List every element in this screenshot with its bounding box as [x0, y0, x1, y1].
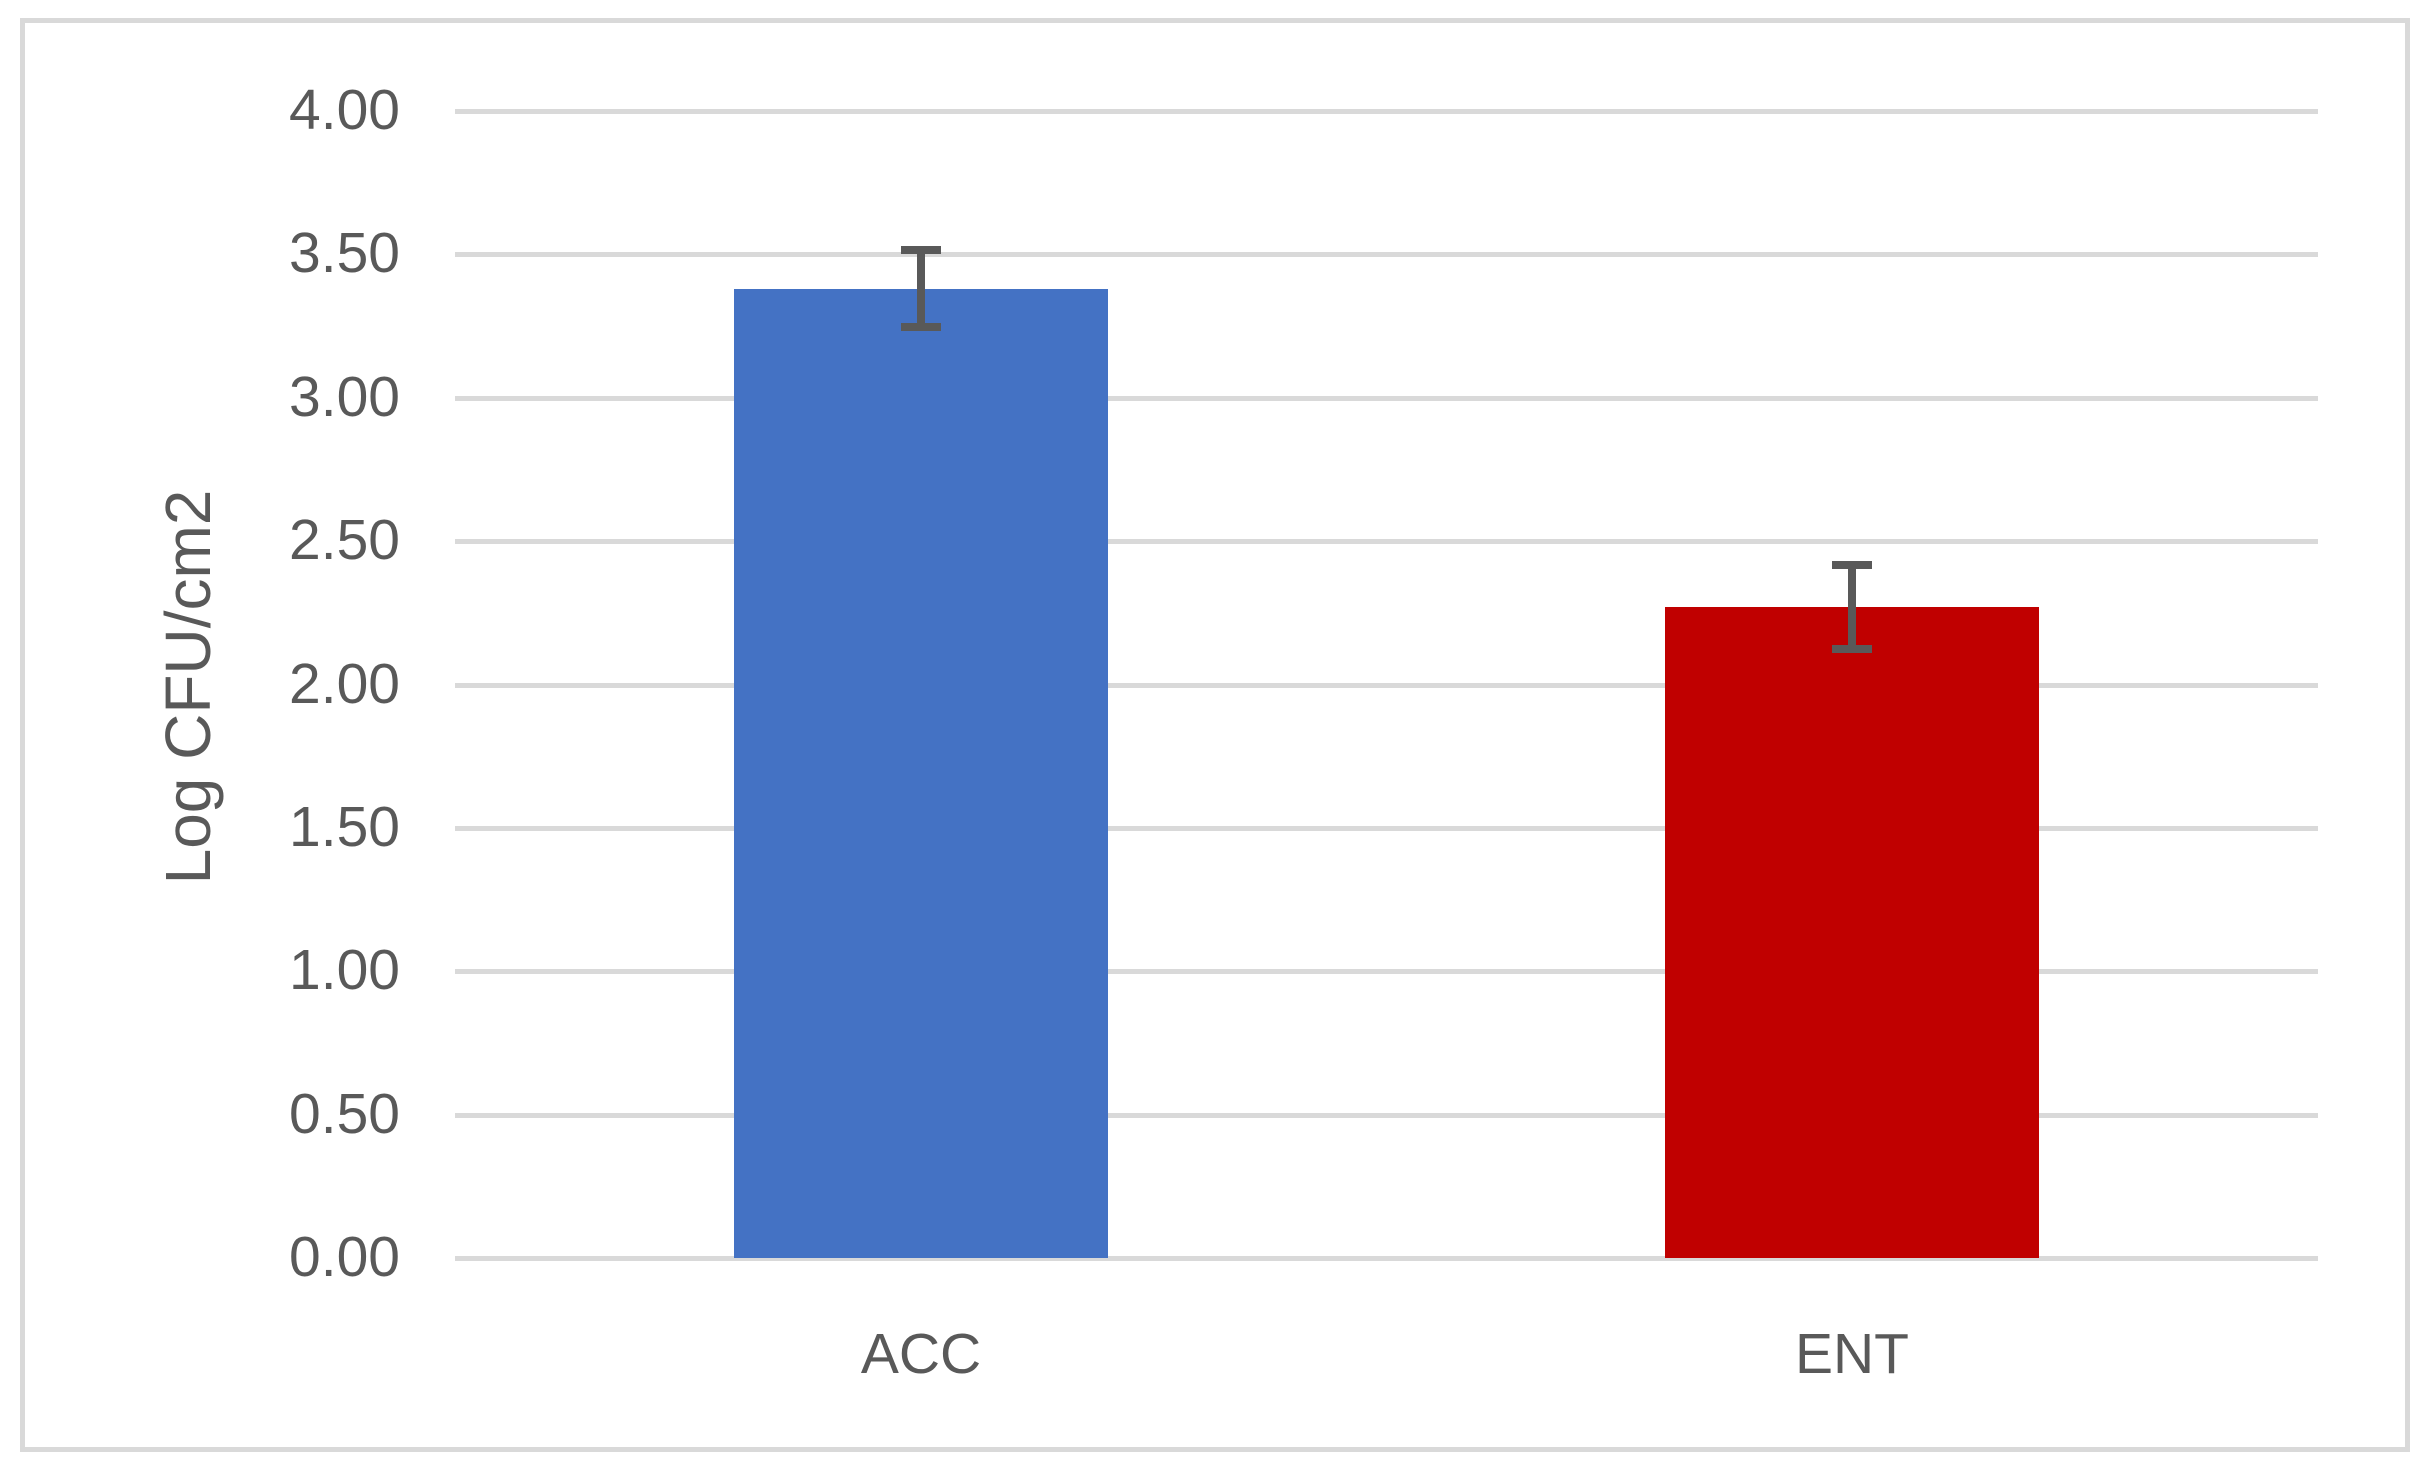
y-tick-label: 2.00	[289, 652, 400, 716]
gridline	[455, 539, 2318, 544]
bar-ent	[1665, 607, 2039, 1258]
error-bar-cap-bottom-acc	[901, 323, 941, 331]
x-axis-label-acc: ACC	[860, 1322, 982, 1386]
bar-acc	[734, 289, 1108, 1258]
y-tick-label: 0.00	[289, 1225, 400, 1289]
error-bar-cap-top-acc	[901, 246, 941, 254]
y-tick-label: 4.00	[289, 78, 400, 142]
error-bar-whisker-acc	[917, 250, 925, 327]
gridline	[455, 1256, 2318, 1261]
gridline	[455, 826, 2318, 831]
y-tick-label: 1.50	[289, 795, 400, 859]
gridline	[455, 1113, 2318, 1118]
y-tick-label: 1.00	[289, 938, 400, 1002]
x-axis-label-ent: ENT	[1795, 1322, 1909, 1386]
gridline	[455, 396, 2318, 401]
y-tick-label: 3.50	[289, 221, 400, 285]
gridline	[455, 683, 2318, 688]
gridline	[455, 969, 2318, 974]
error-bar-cap-bottom-ent	[1832, 645, 1872, 653]
error-bar-whisker-ent	[1848, 565, 1856, 649]
gridline	[455, 109, 2318, 114]
y-tick-label: 0.50	[289, 1082, 400, 1146]
gridline	[455, 252, 2318, 257]
y-tick-label: 2.50	[289, 508, 400, 572]
error-bar-cap-top-ent	[1832, 561, 1872, 569]
y-tick-label: 3.00	[289, 365, 400, 429]
